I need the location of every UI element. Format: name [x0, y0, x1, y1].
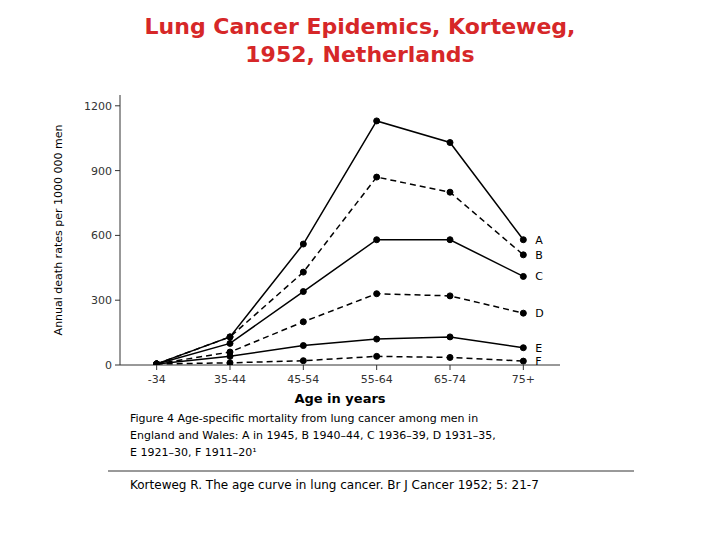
y-tick-label: 300 — [91, 294, 112, 307]
series — [154, 237, 527, 365]
y-axis-line — [120, 95, 121, 365]
series-label: C — [535, 270, 543, 283]
series-label: B — [535, 249, 543, 262]
x-tick-label: 55-64 — [361, 373, 393, 386]
series-marker — [520, 237, 526, 243]
series-marker — [374, 237, 380, 243]
series-marker — [447, 140, 453, 146]
series-marker — [374, 336, 380, 342]
series-marker — [447, 334, 453, 340]
series-marker — [447, 293, 453, 299]
series-marker — [447, 237, 453, 243]
series-marker — [227, 334, 233, 340]
x-tick — [230, 365, 231, 370]
series — [154, 118, 527, 365]
axes: 0 300 600 900 1200 -34 35-44 45-54 55-64 65-74 75+… — [52, 95, 560, 406]
x-tick — [303, 365, 304, 370]
series-marker — [154, 361, 160, 365]
y-axis-label: Annual death rates per 1000 000 men — [52, 125, 65, 336]
series-labels: ABC D EF — [535, 234, 543, 368]
caption-line: E 1921–30, F 1911–20¹ — [130, 446, 257, 459]
y-tick — [115, 365, 120, 366]
series-marker — [300, 269, 306, 275]
y-tick-label: 600 — [91, 229, 112, 242]
series-marker — [300, 319, 306, 325]
series-line — [157, 177, 524, 364]
series — [154, 334, 527, 365]
x-tick — [450, 365, 451, 370]
series-marker — [154, 361, 160, 365]
series-label: E — [535, 342, 542, 355]
series-marker — [374, 174, 380, 180]
series-marker — [227, 340, 233, 346]
series-marker — [227, 360, 233, 365]
series-marker — [447, 354, 453, 360]
series-marker — [300, 241, 306, 247]
series — [154, 174, 527, 365]
y-tick — [115, 170, 120, 171]
series-marker — [520, 273, 526, 279]
series — [154, 291, 527, 365]
series-marker — [520, 252, 526, 258]
series-line — [157, 240, 524, 364]
series-line — [157, 294, 524, 364]
y-tick — [115, 235, 120, 236]
chart: Lung Cancer Epidemics, Korteweg, 1952, Ne… — [0, 0, 720, 540]
series-marker — [520, 310, 526, 316]
series-marker — [154, 361, 160, 365]
y-tick-label: 0 — [105, 359, 112, 372]
background — [0, 0, 720, 540]
x-axis-line — [120, 365, 560, 366]
x-tick-label: 65-74 — [434, 373, 466, 386]
plot-area — [154, 118, 527, 365]
x-tick-label: 45-54 — [287, 373, 319, 386]
y-tick-label: 900 — [91, 165, 112, 178]
series-marker — [154, 361, 160, 365]
series-marker — [520, 345, 526, 351]
y-tick — [115, 105, 120, 106]
series-marker — [374, 353, 380, 359]
series-marker — [227, 334, 233, 340]
series-line — [157, 121, 524, 364]
separator — [108, 471, 634, 472]
series-marker — [300, 358, 306, 364]
series-marker — [447, 189, 453, 195]
series-marker — [227, 353, 233, 359]
x-tick — [376, 365, 377, 370]
x-tick-label: 35-44 — [214, 373, 246, 386]
citation: Korteweg R. The age curve in lung cancer… — [130, 478, 539, 492]
series-marker — [154, 361, 160, 365]
caption-line: England and Wales: A in 1945, B 1940–44,… — [130, 429, 496, 442]
x-axis-label: Age in years — [294, 391, 385, 406]
x-tick-label: 75+ — [512, 373, 535, 386]
x-tick — [523, 365, 524, 370]
x-tick-label: -34 — [148, 373, 166, 386]
x-tick — [156, 365, 157, 370]
series-marker — [520, 358, 526, 364]
series-line — [157, 356, 524, 364]
series-marker — [154, 361, 160, 365]
series-marker — [300, 343, 306, 349]
y-tick-label: 1200 — [84, 100, 112, 113]
caption-line: Figure 4 Age-specific mortality from lun… — [130, 412, 478, 425]
series-label: D — [535, 307, 543, 320]
title: Lung Cancer Epidemics, Korteweg, — [145, 14, 576, 39]
subtitle: 1952, Netherlands — [245, 42, 474, 67]
series-line — [157, 337, 524, 364]
series-marker — [374, 291, 380, 297]
series-label: F — [535, 355, 541, 368]
series-label: A — [535, 234, 543, 247]
series-marker — [300, 289, 306, 295]
series — [154, 353, 527, 365]
caption: Figure 4 Age-specific mortality from lun… — [108, 412, 634, 492]
series-marker — [374, 118, 380, 124]
page: {"chart_data": { "type": "line", "title"… — [0, 0, 720, 540]
y-tick — [115, 300, 120, 301]
